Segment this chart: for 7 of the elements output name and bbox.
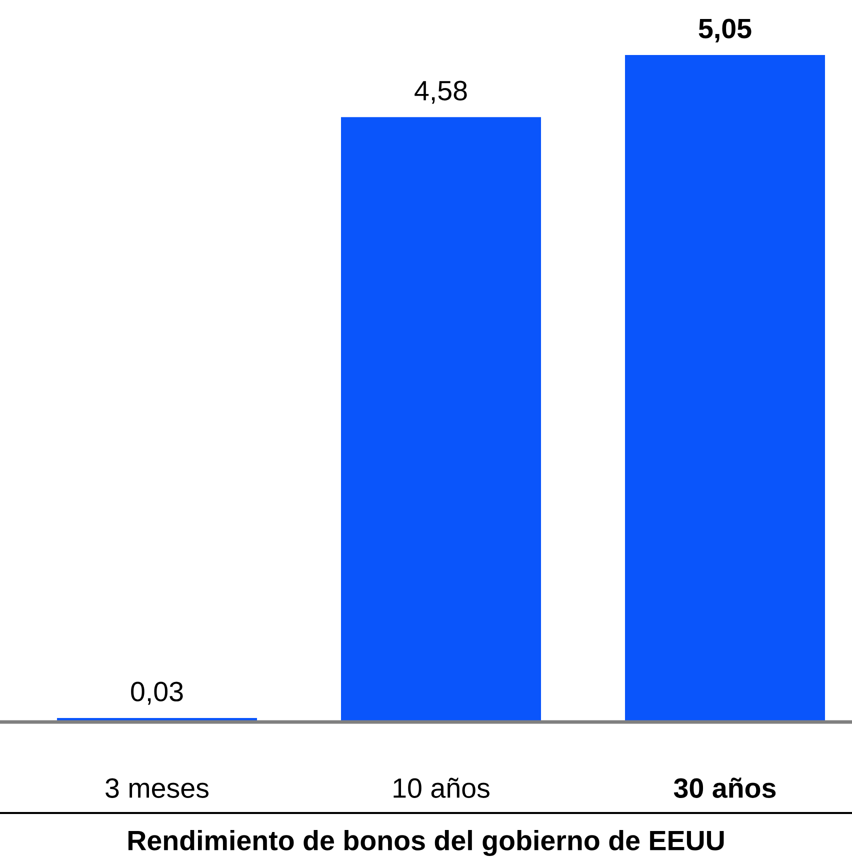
x-tick-label: 3 meses xyxy=(106,778,208,798)
x-tick-label: 10 años xyxy=(394,778,490,798)
data-label: 5,05 xyxy=(698,18,752,42)
x-axis-title: Rendimiento de bonos del gobierno de EEUU xyxy=(128,830,724,856)
data-label: 0,03 xyxy=(131,682,183,705)
x-tick-label: 30 años xyxy=(674,778,776,798)
data-label: 4,58 xyxy=(414,80,467,104)
